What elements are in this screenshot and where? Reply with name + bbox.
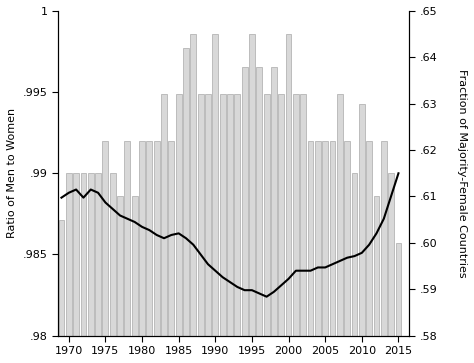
Bar — [301, 94, 306, 336]
Bar — [249, 34, 255, 336]
Bar — [117, 196, 123, 336]
Bar — [183, 48, 189, 336]
Bar — [359, 104, 365, 336]
Bar — [293, 94, 299, 336]
Bar — [58, 220, 64, 336]
Bar — [344, 141, 350, 336]
Bar — [352, 173, 357, 336]
Bar — [278, 94, 284, 336]
Bar — [81, 173, 86, 336]
Bar — [110, 173, 116, 336]
Bar — [286, 34, 292, 336]
Y-axis label: Fraction of Majority-Female Countries: Fraction of Majority-Female Countries — [457, 69, 467, 278]
Bar — [219, 94, 226, 336]
Bar — [212, 34, 218, 336]
Bar — [161, 94, 167, 336]
Bar — [146, 141, 152, 336]
Bar — [374, 196, 379, 336]
Bar — [308, 141, 313, 336]
Bar — [191, 34, 196, 336]
Bar — [73, 173, 79, 336]
Bar — [271, 66, 277, 336]
Bar — [388, 173, 394, 336]
Bar — [337, 94, 343, 336]
Bar — [198, 94, 203, 336]
Bar — [205, 94, 211, 336]
Bar — [227, 94, 233, 336]
Bar — [329, 141, 336, 336]
Bar — [102, 141, 109, 336]
Bar — [234, 94, 240, 336]
Bar — [154, 141, 160, 336]
Bar — [395, 243, 401, 336]
Bar — [95, 173, 101, 336]
Bar — [242, 66, 247, 336]
Y-axis label: Ratio of Men to Women: Ratio of Men to Women — [7, 108, 17, 238]
Bar — [366, 141, 372, 336]
Bar — [168, 141, 174, 336]
Bar — [125, 141, 130, 336]
Bar — [256, 66, 262, 336]
Bar — [132, 196, 137, 336]
Bar — [139, 141, 145, 336]
Bar — [176, 94, 182, 336]
Bar — [315, 141, 321, 336]
Bar — [88, 173, 94, 336]
Bar — [322, 141, 328, 336]
Bar — [66, 173, 72, 336]
Bar — [264, 94, 270, 336]
Bar — [381, 141, 387, 336]
